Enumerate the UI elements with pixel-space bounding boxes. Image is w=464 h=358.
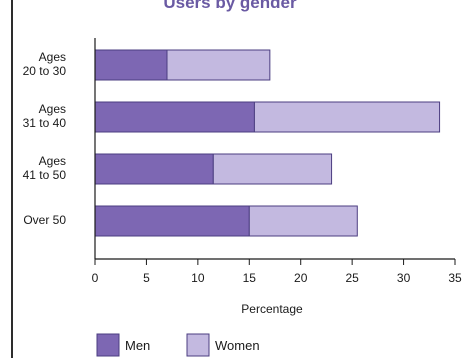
x-tick-label-15: 15 xyxy=(243,271,257,285)
x-tick-label-5: 5 xyxy=(143,271,150,285)
legend-swatch-men xyxy=(96,333,120,357)
category-label-2: Ages 31 to 40 xyxy=(23,102,67,130)
bar-men-1 xyxy=(94,49,168,81)
bar-men-3 xyxy=(94,153,214,185)
bar-women-4 xyxy=(248,205,358,237)
legend-label-women: Women xyxy=(215,338,260,353)
category-labels: Ages 20 to 30 Ages 31 to 40 Ages 41 to 50 Over… xyxy=(23,50,67,227)
x-axis-ticks: 0 5 10 15 20 25 30 35 xyxy=(92,259,462,285)
x-tick-label-30: 30 xyxy=(397,271,411,285)
x-tick-label-25: 25 xyxy=(345,271,359,285)
bar-men-2 xyxy=(94,101,255,133)
x-tick-label-0: 0 xyxy=(92,271,99,285)
bar-women-2 xyxy=(253,101,441,133)
x-tick-label-35: 35 xyxy=(448,271,462,285)
category-label-3: Ages 41 to 50 xyxy=(23,154,67,182)
legend: Men Women xyxy=(96,333,260,357)
bar-men-4 xyxy=(94,205,250,237)
legend-swatch-women xyxy=(186,333,210,357)
bars-layer xyxy=(94,49,441,237)
category-label-4: Over 50 xyxy=(23,213,66,227)
legend-label-men: Men xyxy=(125,338,150,353)
bar-women-3 xyxy=(212,153,333,185)
category-label-1: Ages 20 to 30 xyxy=(23,50,67,78)
bar-women-1 xyxy=(166,49,271,81)
x-axis-label: Percentage xyxy=(241,302,303,316)
chart-title: Users by gender xyxy=(163,0,297,12)
x-tick-label-20: 20 xyxy=(294,271,308,285)
x-tick-label-10: 10 xyxy=(191,271,205,285)
